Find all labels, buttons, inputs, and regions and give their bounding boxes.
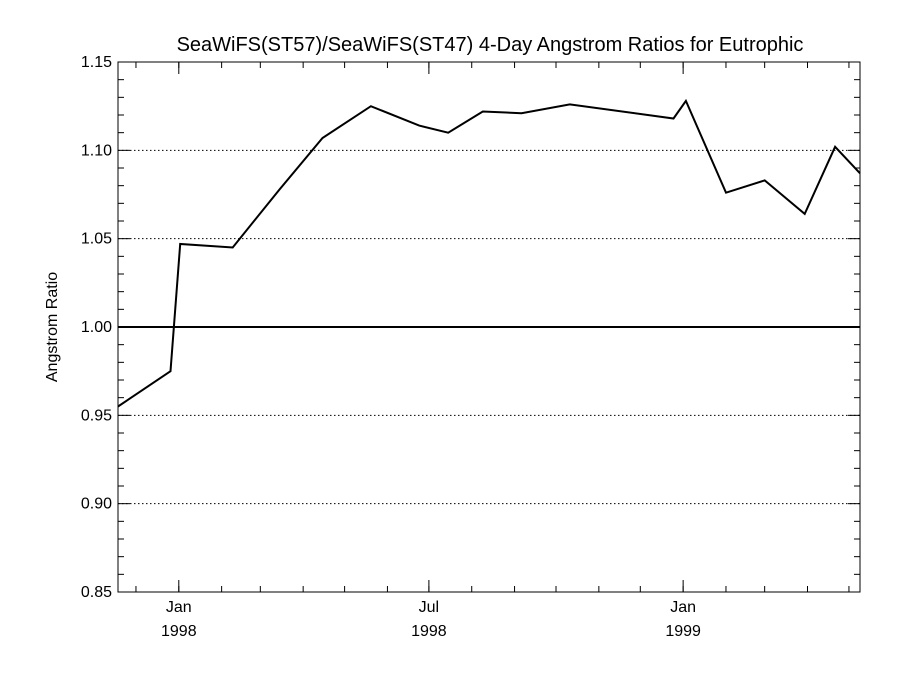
x-tick-label-month: Jan bbox=[670, 599, 696, 616]
x-tick-label-year: 1998 bbox=[411, 623, 447, 640]
y-tick-label: 1.05 bbox=[81, 231, 112, 248]
y-tick-labels: 0.85 0.90 0.95 1.00 1.05 1.10 1.15 bbox=[81, 54, 112, 601]
y-tick-label: 0.90 bbox=[81, 496, 112, 513]
y-tick-label: 0.95 bbox=[81, 407, 112, 424]
minor-ticks bbox=[118, 62, 860, 592]
plot-frame bbox=[117, 61, 861, 593]
y-tick-label: 1.00 bbox=[81, 319, 112, 336]
x-tick-label-month: Jan bbox=[166, 599, 192, 616]
series-layer bbox=[117, 98, 861, 408]
y-tick-label: 1.15 bbox=[81, 54, 112, 71]
x-tick-label-year: 1999 bbox=[665, 623, 701, 640]
y-tick-label: 0.85 bbox=[81, 584, 112, 601]
x-tick-label-month: Jul bbox=[419, 599, 439, 616]
chart-title: SeaWiFS(ST57)/SeaWiFS(ST47) 4-Day Angstr… bbox=[177, 34, 804, 56]
y-tick-label: 1.10 bbox=[81, 142, 112, 159]
x-tick-labels: Jan 1998 Jul 1998 Jan 1999 bbox=[161, 599, 701, 640]
x-tick-label-year: 1998 bbox=[161, 623, 197, 640]
series-line bbox=[117, 98, 861, 408]
y-axis-label: Angstrom Ratio bbox=[44, 272, 61, 382]
